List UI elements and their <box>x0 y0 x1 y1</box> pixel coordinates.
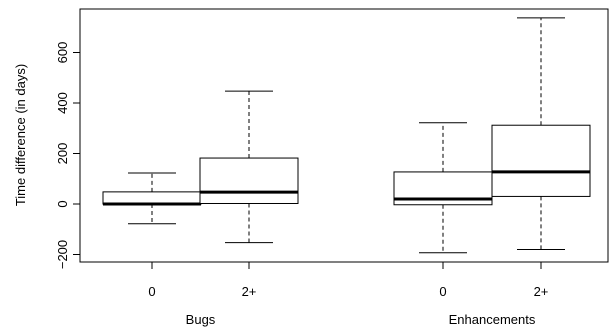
group-label: Enhancements <box>449 312 536 327</box>
iqr-box <box>491 124 591 197</box>
iqr-box <box>199 157 299 204</box>
y-axis: −200 0 200 400 600 <box>55 42 81 269</box>
boxes-layer <box>102 17 591 254</box>
x-tick-label: 0 <box>439 284 446 299</box>
y-tick-label: 400 <box>55 92 70 114</box>
x-axis: 0 2+ Bugs 0 2+ Enhancements <box>148 261 549 327</box>
y-axis-title: Time difference (in days) <box>13 64 28 206</box>
y-tick-label: −200 <box>55 240 70 269</box>
y-tick-label: 0 <box>55 200 70 207</box>
y-tick-label: 600 <box>55 42 70 64</box>
box-enhancements-2plus <box>491 17 591 250</box>
iqr-box <box>102 191 202 205</box>
x-tick-label: 0 <box>148 284 155 299</box>
y-tick-label: 200 <box>55 143 70 165</box>
box-bugs-0 <box>102 172 202 225</box>
group-label: Bugs <box>186 312 216 327</box>
box-enhancements-0 <box>393 122 493 254</box>
x-tick-label: 2+ <box>242 284 257 299</box>
box-bugs-2plus <box>199 90 299 244</box>
x-tick-label: 2+ <box>534 284 549 299</box>
